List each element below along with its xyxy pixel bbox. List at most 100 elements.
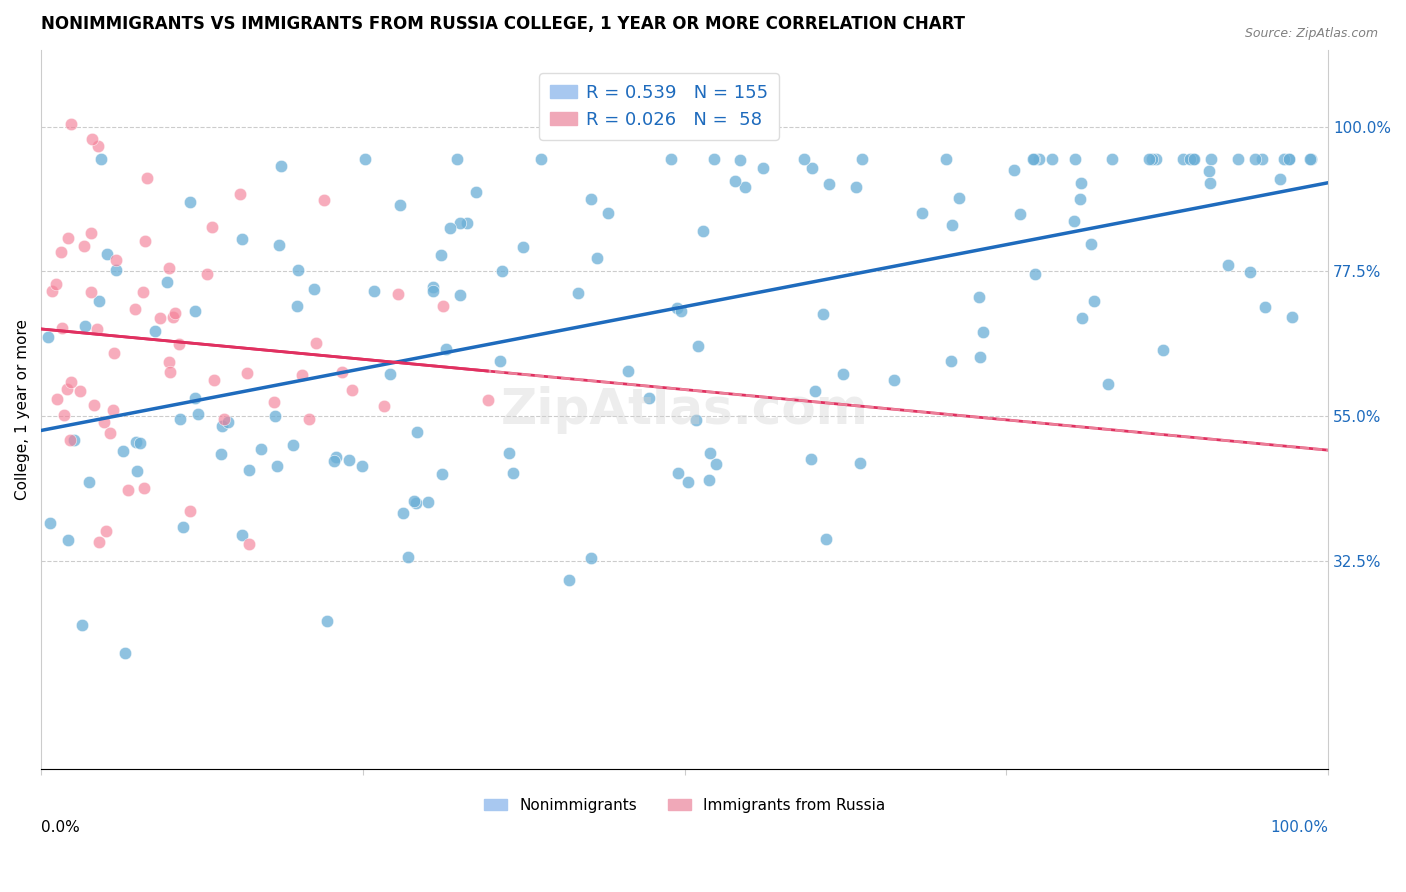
Point [59,434,82,448]
Point [579,551,602,566]
Point [129,435,152,450]
Point [380,367,402,381]
Point [1216,259,1239,273]
Point [432,299,454,313]
Point [238,463,260,477]
Point [491,264,513,278]
Point [89,293,111,308]
Point [59,376,82,390]
Point [1140,152,1163,166]
Point [217,415,239,429]
Point [530,152,553,166]
Point [637,392,659,406]
Point [1278,152,1301,166]
Point [1243,152,1265,166]
Point [402,493,425,508]
Point [703,152,725,166]
Point [172,520,194,534]
Point [80,132,103,146]
Point [1083,294,1105,309]
Point [229,187,252,202]
Point [212,412,235,426]
Point [688,339,710,353]
Point [162,310,184,324]
Point [697,473,720,487]
Point [111,444,134,458]
Point [800,451,823,466]
Point [387,286,409,301]
Point [1181,152,1204,166]
Point [69,384,91,398]
Point [567,285,589,300]
Point [817,178,839,192]
Y-axis label: College, 1 year or more: College, 1 year or more [15,319,30,500]
Point [669,303,692,318]
Point [405,496,427,510]
Point [502,466,524,480]
Point [941,218,963,232]
Point [298,411,321,425]
Point [39,516,62,530]
Point [803,384,825,399]
Point [512,240,534,254]
Point [676,475,699,489]
Point [350,459,373,474]
Point [104,263,127,277]
Point [699,446,721,460]
Point [83,398,105,412]
Point [125,464,148,478]
Point [209,447,232,461]
Point [195,267,218,281]
Point [114,646,136,660]
Point [96,524,118,539]
Point [98,426,121,441]
Point [1024,267,1046,281]
Point [143,324,166,338]
Point [851,152,873,166]
Point [1028,152,1050,166]
Point [290,368,312,383]
Point [685,413,707,427]
Point [1144,152,1167,166]
Point [1080,237,1102,252]
Point [422,284,444,298]
Point [323,454,346,468]
Point [149,310,172,325]
Point [1040,152,1063,166]
Point [586,251,609,265]
Point [1184,152,1206,166]
Point [202,373,225,387]
Point [1251,152,1274,166]
Point [53,408,76,422]
Point [1254,300,1277,314]
Point [665,301,688,316]
Point [266,459,288,474]
Point [159,365,181,379]
Point [264,409,287,423]
Point [236,366,259,380]
Point [157,261,180,276]
Point [1063,214,1085,228]
Point [55,382,77,396]
Point [969,290,991,304]
Point [305,336,328,351]
Point [1298,152,1320,166]
Point [136,171,159,186]
Point [388,198,411,212]
Point [63,433,86,447]
Point [287,263,309,277]
Point [1070,310,1092,325]
Point [124,302,146,317]
Point [96,246,118,260]
Point [1152,343,1174,358]
Point [93,416,115,430]
Point [449,216,471,230]
Point [267,237,290,252]
Point [263,394,285,409]
Point [1010,206,1032,220]
Point [849,456,872,470]
Text: 100.0%: 100.0% [1270,820,1329,835]
Point [59,117,82,131]
Point [969,351,991,365]
Point [596,206,619,220]
